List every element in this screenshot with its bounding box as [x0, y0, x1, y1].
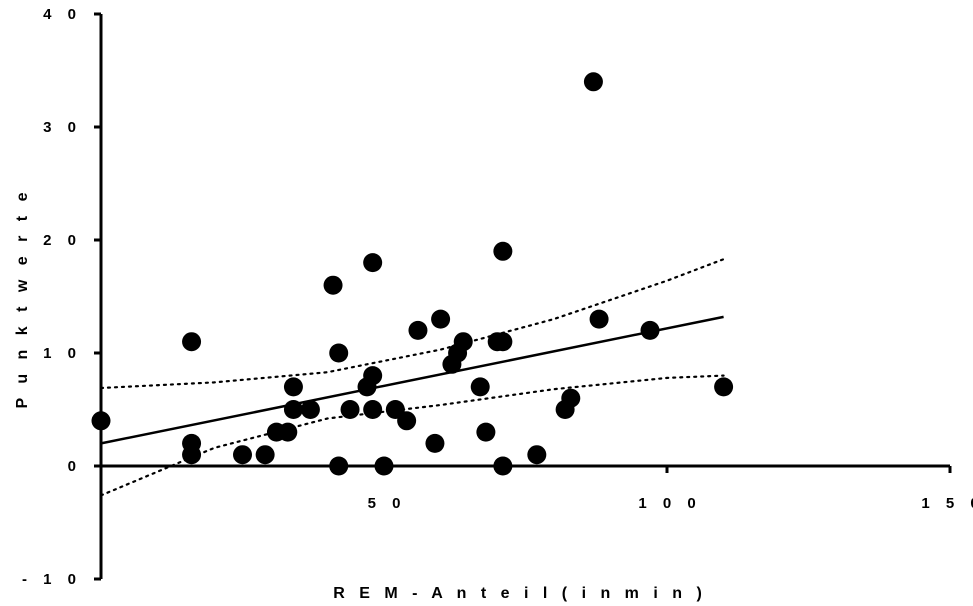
data-point — [233, 445, 252, 465]
data-point — [493, 241, 513, 261]
data-point — [476, 422, 496, 442]
data-point — [493, 456, 513, 476]
data-point — [527, 445, 547, 465]
data-point — [431, 309, 451, 329]
data-point — [255, 445, 275, 465]
y-tick-label: 4 0 — [43, 6, 82, 23]
data-point — [363, 366, 383, 386]
data-point — [640, 320, 660, 340]
data-point — [408, 320, 428, 340]
regression-line-group — [100, 315, 724, 445]
y-tick-label: 3 0 — [43, 119, 82, 136]
confidence-band — [99, 258, 725, 497]
y-tick-label: - 1 0 — [22, 571, 82, 588]
data-point — [329, 456, 349, 476]
data-point — [583, 72, 603, 92]
data-point — [374, 456, 394, 476]
x-tick-label: 1 5 0 — [921, 495, 973, 512]
data-point — [363, 253, 383, 273]
data-point — [425, 433, 445, 453]
y-tick-label: 0 — [68, 458, 82, 475]
data-point — [283, 400, 303, 419]
data-point — [283, 377, 303, 397]
y-tick-label: 2 0 — [43, 232, 82, 249]
data-point — [323, 275, 343, 295]
y-axis-title: P u n k t w e r t e — [14, 188, 31, 409]
data-point — [470, 377, 490, 397]
data-point — [714, 377, 734, 397]
y-tick-label: 1 0 — [43, 345, 82, 362]
data-point — [453, 332, 473, 352]
data-point — [182, 332, 202, 352]
data-point — [561, 388, 581, 408]
data-point — [363, 400, 383, 419]
x-axis-title: R E M - A n t e i l ( i n m i n ) — [333, 585, 707, 602]
tick-labels: - 1 0 0 1 0 2 0 3 0 4 0 5 0 1 0 0 1 5 0 — [22, 6, 973, 588]
regression-line — [100, 315, 724, 445]
data-point — [91, 411, 111, 431]
axes — [94, 12, 952, 581]
data-point — [589, 309, 609, 329]
data-point — [278, 422, 298, 442]
data-point — [493, 332, 513, 352]
data-point — [182, 445, 202, 465]
data-point — [329, 343, 349, 363]
confidence-band-lower — [99, 374, 725, 497]
confidence-band-upper — [99, 258, 725, 390]
x-tick-label: 1 0 0 — [638, 495, 701, 512]
x-tick-label: 5 0 — [368, 495, 407, 512]
data-point — [397, 411, 417, 431]
data-point — [340, 400, 360, 419]
data-points — [91, 72, 734, 476]
data-point — [300, 400, 320, 419]
